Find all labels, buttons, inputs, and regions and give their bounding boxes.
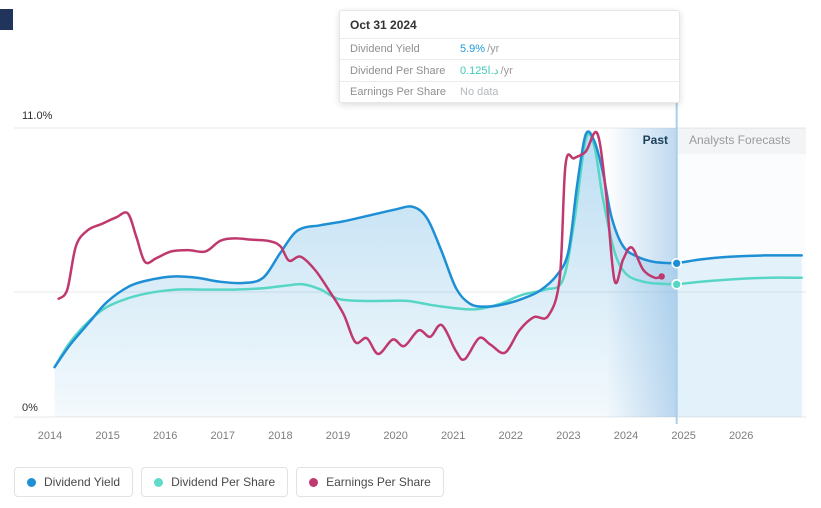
legend-pill-dividend-per-share[interactable]: Dividend Per Share — [141, 467, 289, 497]
dividend-per-share-line — [53, 132, 678, 369]
x-axis-label-2017: 2017 — [210, 430, 236, 442]
past-highlight-band — [605, 128, 677, 417]
x-axis-label-2014: 2014 — [37, 430, 63, 442]
tooltip: Oct 31 2024 Dividend Yield 5.9% /yr Divi… — [339, 10, 680, 103]
x-axis-label-2021: 2021 — [440, 430, 466, 442]
tooltip-value-suffix: /yr — [487, 43, 500, 55]
x-axis: 2014 2015 2016 2017 2018 2019 2020 2021 2022 2023… — [0, 430, 821, 446]
x-axis-label-2024: 2024 — [613, 430, 639, 442]
tooltip-value: No data — [460, 86, 499, 98]
tooltip-label: Earnings Per Share — [350, 86, 446, 98]
past-region-label: Past — [642, 133, 668, 147]
dividend-yield-marker[interactable] — [671, 258, 682, 269]
legend-pill-dividend-yield[interactable]: Dividend Yield — [14, 467, 134, 497]
x-axis-label-2026: 2026 — [728, 430, 754, 442]
dividend-per-share-marker[interactable] — [671, 279, 682, 290]
tooltip-date: Oct 31 2024 — [340, 11, 679, 39]
legend-label: Dividend Per Share — [171, 475, 276, 489]
tooltip-value: 5.9% — [460, 43, 486, 55]
x-axis-label-2022: 2022 — [498, 430, 524, 442]
tooltip-label: Dividend Per Share — [350, 64, 446, 77]
legend-pill-earnings-per-share[interactable]: Earnings Per Share — [296, 467, 444, 497]
dividend-per-share-legend-dot — [154, 477, 164, 487]
y-axis-max-label: 11.0% — [22, 110, 53, 122]
x-axis-label-2015: 2015 — [95, 430, 120, 442]
legend: Dividend Yield Dividend Per Share Earnings… — [14, 467, 444, 497]
dividend-yield-line — [53, 130, 678, 369]
forecast-region-label: Analysts Forecasts — [689, 133, 791, 147]
dividend-yield-area-past — [54, 131, 677, 418]
dividend-yield-legend-dot — [27, 477, 36, 487]
tooltip-row-dividend-per-share: Dividend Per Share 0.125د.ا /yr — [340, 60, 679, 82]
earnings-per-share-line — [57, 130, 663, 361]
legend-label: Dividend Yield — [44, 475, 121, 489]
tooltip-label: Dividend Yield — [350, 43, 420, 55]
x-axis-label-2020: 2020 — [383, 430, 408, 442]
dividend-per-share-forecast-line — [675, 276, 803, 286]
dividend-yield-area-forecast — [676, 255, 802, 417]
earnings-per-share-legend-dot — [309, 477, 319, 487]
legend-label: Earnings Per Share — [326, 475, 431, 489]
tooltip-value: 0.125د.ا — [460, 65, 499, 77]
tooltip-row-earnings-per-share: Earnings Per Share No data — [340, 82, 679, 102]
dividend-yield-forecast-line — [675, 254, 803, 265]
tooltip-row-dividend-yield: Dividend Yield 5.9% /yr — [340, 39, 679, 60]
earnings-per-share-marker[interactable] — [658, 273, 665, 280]
x-axis-label-2019: 2019 — [325, 430, 351, 442]
x-axis-label-2023: 2023 — [556, 430, 581, 442]
x-axis-label-2016: 2016 — [152, 430, 178, 442]
forecast-region-background — [676, 128, 806, 417]
x-axis-label-2025: 2025 — [671, 430, 696, 442]
window-corner-fragment — [0, 9, 13, 30]
x-axis-label-2018: 2018 — [268, 430, 293, 442]
y-axis-min-label: 0% — [22, 402, 38, 414]
tooltip-value-suffix: /yr — [500, 64, 513, 77]
